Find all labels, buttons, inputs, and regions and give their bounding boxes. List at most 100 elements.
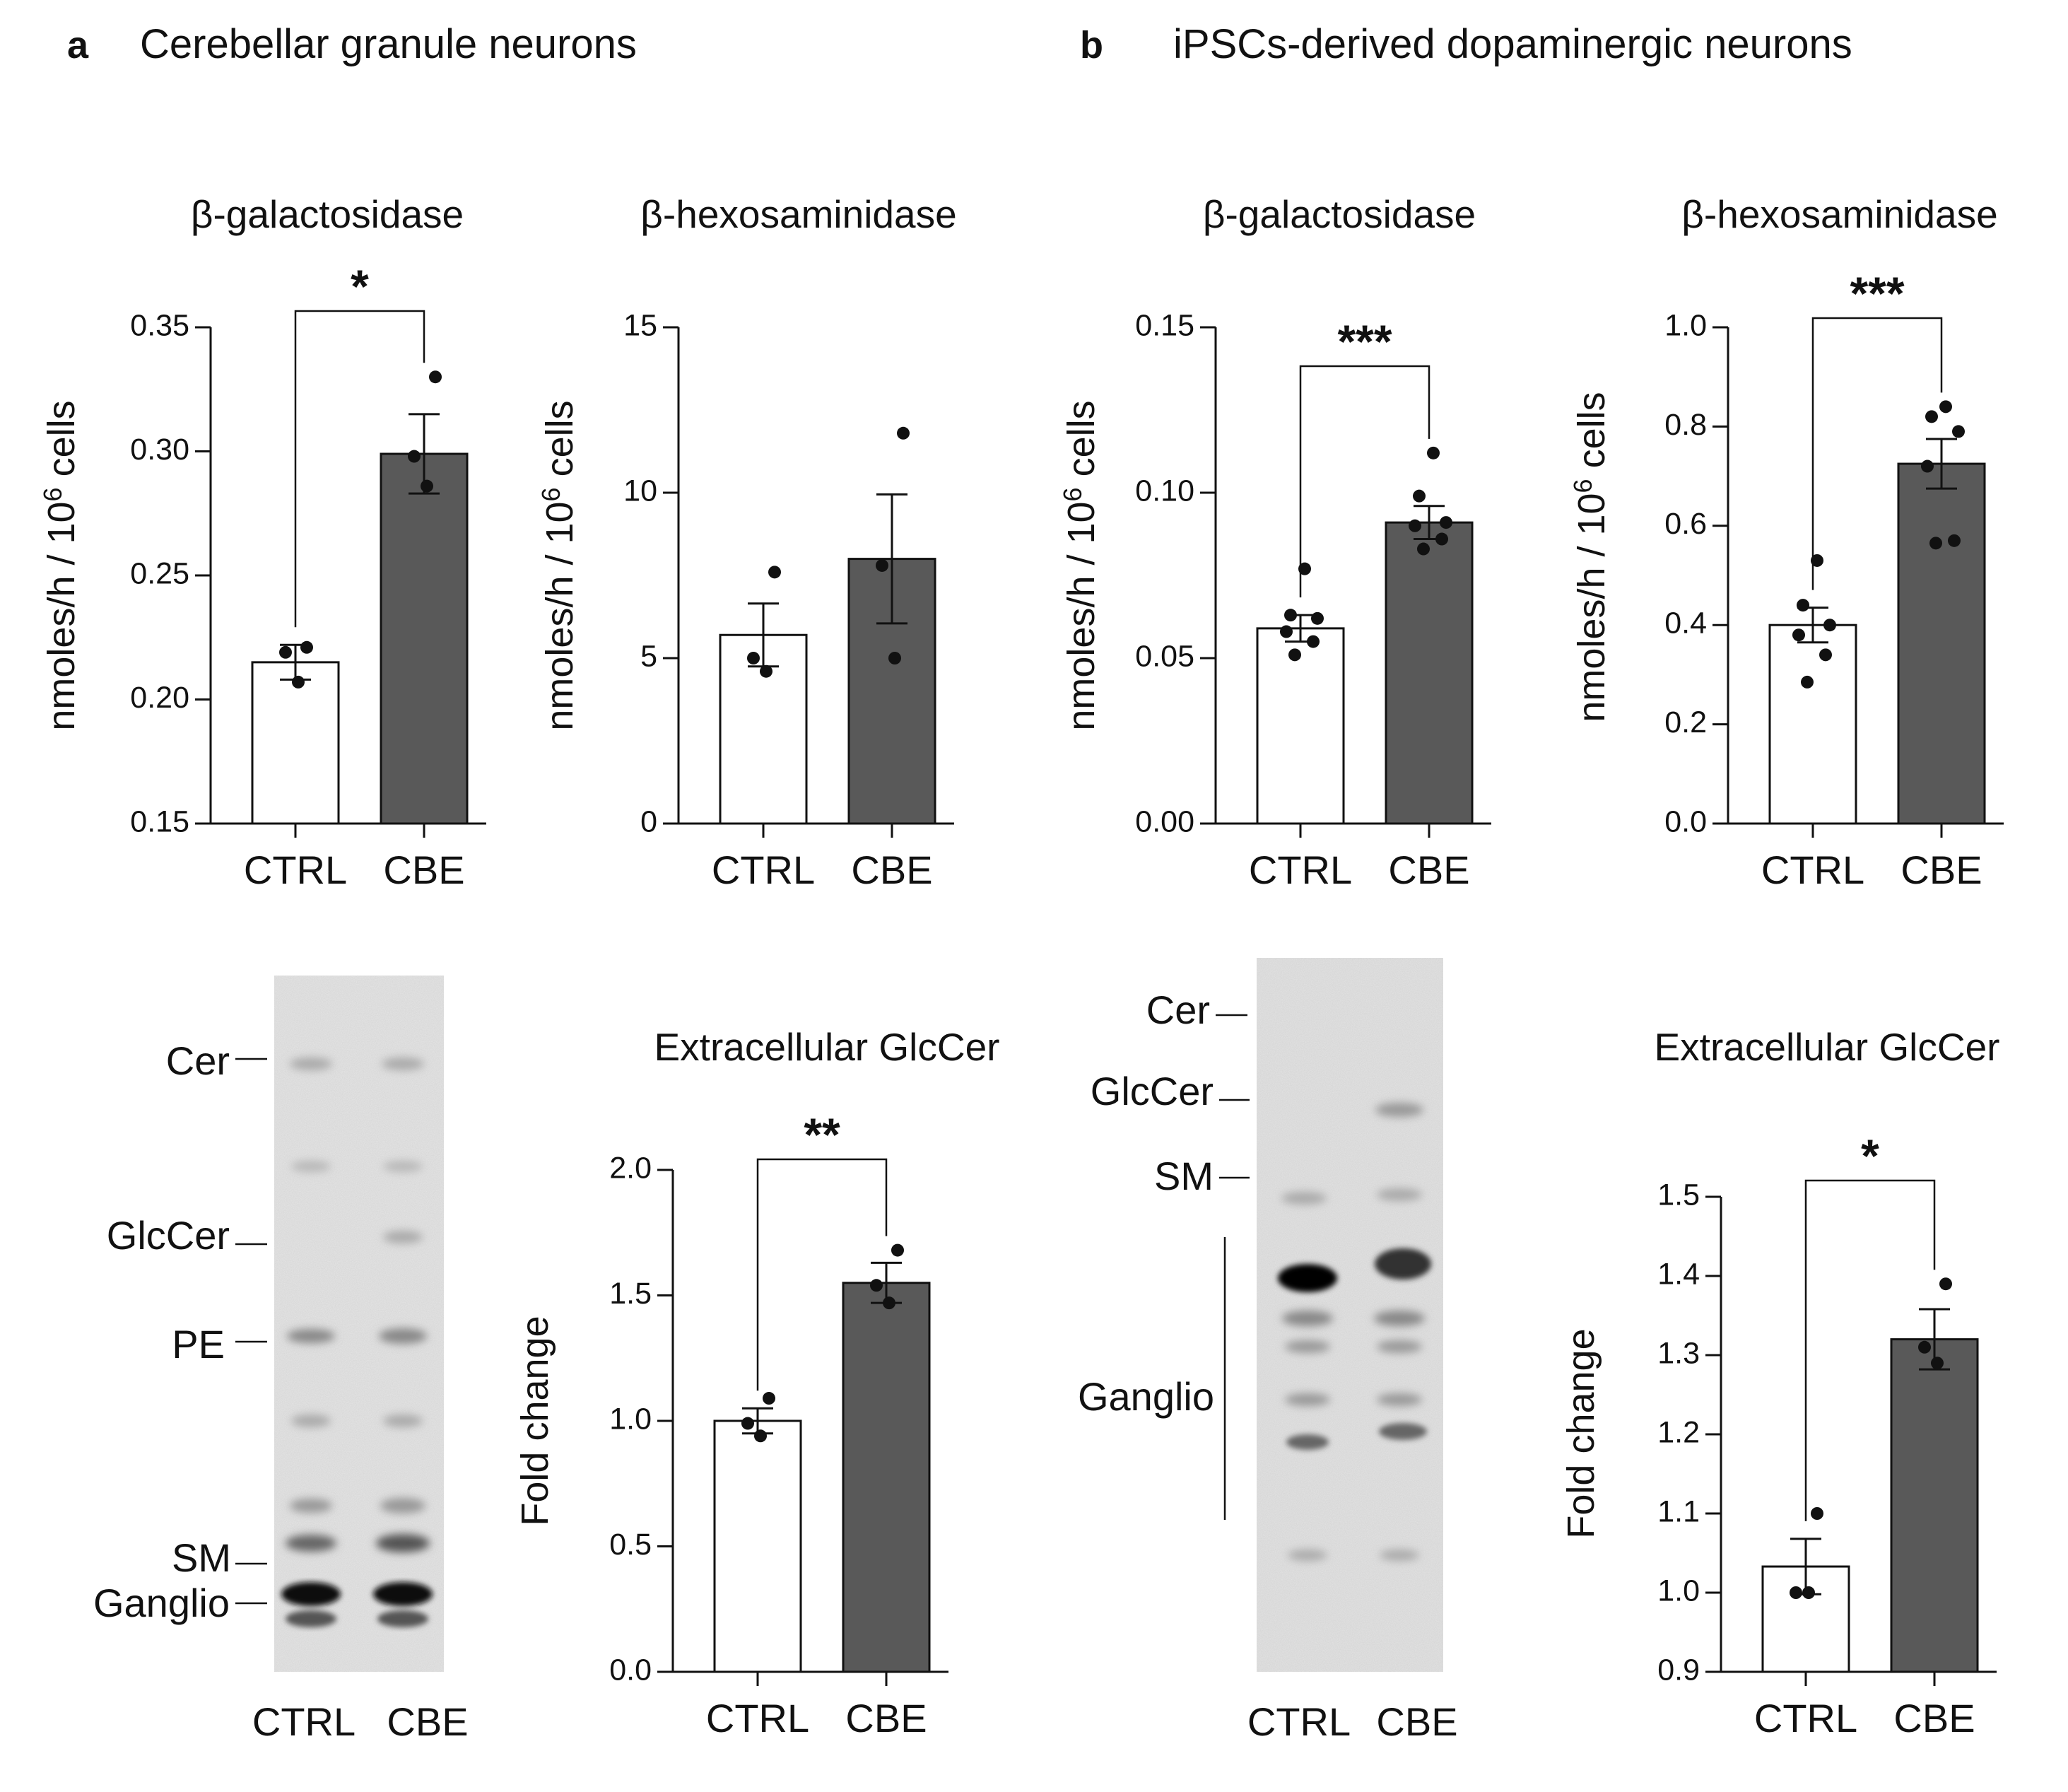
chart-b-extracellular-glccer: Extracellular GlcCer Fold change 0.9 1.0 1.1…	[1560, 1025, 2000, 1740]
y-tick-label: 0.15	[1135, 308, 1194, 342]
significance-label: *	[351, 260, 369, 312]
tlc-blot-b: Cer GlcCer SM Ganglio CTRL CBE	[1078, 958, 1458, 1744]
chart-a-hexosaminidase: β-hexosaminidase nmoles/h / 106 cells 0 5 10…	[536, 192, 957, 892]
data-point	[1948, 534, 1961, 547]
data-point	[1811, 1507, 1823, 1520]
significance-label: **	[804, 1108, 840, 1161]
y-tick-label: 1.4	[1657, 1257, 1700, 1291]
tlc-b-dark-spots	[1278, 1248, 1431, 1450]
data-point	[1939, 400, 1952, 414]
bar-ctrl	[713, 1419, 802, 1673]
tlc-b-band-cer: Cer	[1146, 988, 1210, 1032]
data-point	[1952, 425, 1965, 438]
tlc-a-grain	[274, 976, 444, 1672]
data-point	[279, 645, 292, 659]
data-point	[429, 370, 442, 384]
y-tick-label: 1.0	[1657, 1574, 1700, 1607]
y-tick-label: 0.10	[1135, 474, 1194, 508]
chart-title: β-hexosaminidase	[1681, 192, 1997, 236]
data-point	[1307, 635, 1320, 648]
data-point	[1939, 1277, 1952, 1291]
data-point	[1811, 554, 1823, 567]
data-point	[1929, 537, 1942, 550]
chart-title: Extracellular GlcCer	[654, 1025, 999, 1069]
data-point	[1417, 542, 1430, 556]
bar-cbe	[1897, 462, 1986, 825]
data-point	[1298, 562, 1311, 575]
data-point	[1288, 648, 1301, 662]
data-point	[870, 1279, 883, 1292]
chart-title: Extracellular GlcCer	[1654, 1025, 1999, 1069]
data-point	[1819, 648, 1832, 662]
data-point	[1931, 1357, 1944, 1370]
chart-a-galactosidase: β-galactosidase nmoles/h / 106 cells 0.15 0…	[38, 192, 486, 892]
y-tick-label: 1.3	[1657, 1336, 1700, 1370]
data-point	[1797, 599, 1809, 612]
bar-cbe	[842, 1282, 931, 1673]
data-point	[760, 664, 772, 678]
y-tick-label: 0.05	[1135, 639, 1194, 673]
tlc-b-lane-cbe: CBE	[1376, 1699, 1457, 1744]
data-point	[891, 1243, 904, 1257]
y-axis-label: Fold change	[1560, 1328, 1602, 1538]
significance-bracket	[756, 1158, 888, 1391]
tlc-a-band-cer: Cer	[166, 1038, 230, 1083]
data-point	[1921, 459, 1934, 473]
y-tick-label: 1.5	[1657, 1178, 1700, 1212]
category-label: CBE	[851, 848, 932, 892]
y-tick-label: 1.1	[1657, 1494, 1700, 1528]
y-tick-label: 1.0	[609, 1402, 652, 1436]
data-point	[741, 1417, 754, 1430]
panel-b-title: iPSCs-derived dopaminergic neurons	[1173, 21, 1852, 67]
panel-a-letter: a	[67, 24, 89, 66]
tlc-b-lane-ctrl: CTRL	[1247, 1699, 1351, 1744]
y-tick-label: 1.0	[1664, 308, 1707, 342]
y-axis-label: nmoles/h / 106 cells	[1058, 400, 1103, 730]
y-tick-label: 1.2	[1657, 1415, 1700, 1449]
data-point	[1790, 1586, 1802, 1599]
data-point	[421, 479, 433, 493]
category-label: CTRL	[712, 848, 815, 892]
tlc-a-lane-cbe: CBE	[387, 1699, 468, 1744]
y-axis-label: nmoles/h / 106 cells	[536, 400, 581, 730]
y-tick-label: 10	[623, 474, 657, 508]
bar-cbe	[380, 452, 469, 825]
y-tick-label: 0.0	[609, 1653, 652, 1687]
data-point	[292, 675, 305, 689]
category-label: CTRL	[244, 848, 347, 892]
data-point	[897, 426, 910, 440]
category-label: CBE	[1893, 1696, 1975, 1740]
chart-b-hexosaminidase: β-hexosaminidase nmoles/h / 106 cells 0.0 0…	[1568, 192, 2004, 892]
tlc-a-spots	[286, 1058, 430, 1552]
tlc-b-band-sm: SM	[1154, 1154, 1214, 1198]
y-tick-label: 0.15	[130, 804, 189, 838]
tlc-b-spots	[1281, 1103, 1425, 1561]
panel-b-letter: b	[1080, 24, 1103, 66]
bar-ctrl	[1768, 623, 1857, 825]
y-tick-label: 0.35	[130, 308, 189, 342]
data-point	[408, 450, 421, 463]
data-point	[1427, 446, 1440, 459]
y-tick-label: 0.8	[1664, 408, 1707, 442]
y-axis-label: Fold change	[514, 1316, 556, 1525]
significance-label: ***	[1850, 267, 1904, 320]
data-point	[1409, 519, 1421, 532]
data-point	[1925, 410, 1938, 423]
tlc-a-band-ganglio: Ganglio	[93, 1581, 230, 1625]
y-tick-label: 2.0	[609, 1151, 652, 1185]
data-point	[888, 652, 901, 664]
y-tick-label: 0.2	[1664, 705, 1707, 739]
panel-a-title: Cerebellar granule neurons	[140, 21, 637, 67]
tlc-a-band-sm: SM	[172, 1535, 231, 1580]
y-tick-label: 0.5	[609, 1528, 652, 1562]
bar-cbe	[1890, 1338, 1979, 1673]
category-label: CBE	[845, 1696, 927, 1740]
category-label: CTRL	[706, 1696, 809, 1740]
tlc-a-band-glccer: GlcCer	[107, 1213, 230, 1258]
data-point	[747, 652, 760, 664]
y-tick-label: 0.4	[1664, 607, 1707, 640]
y-tick-label: 0	[640, 804, 657, 838]
significance-bracket	[1811, 317, 1943, 590]
data-point	[1792, 628, 1805, 642]
